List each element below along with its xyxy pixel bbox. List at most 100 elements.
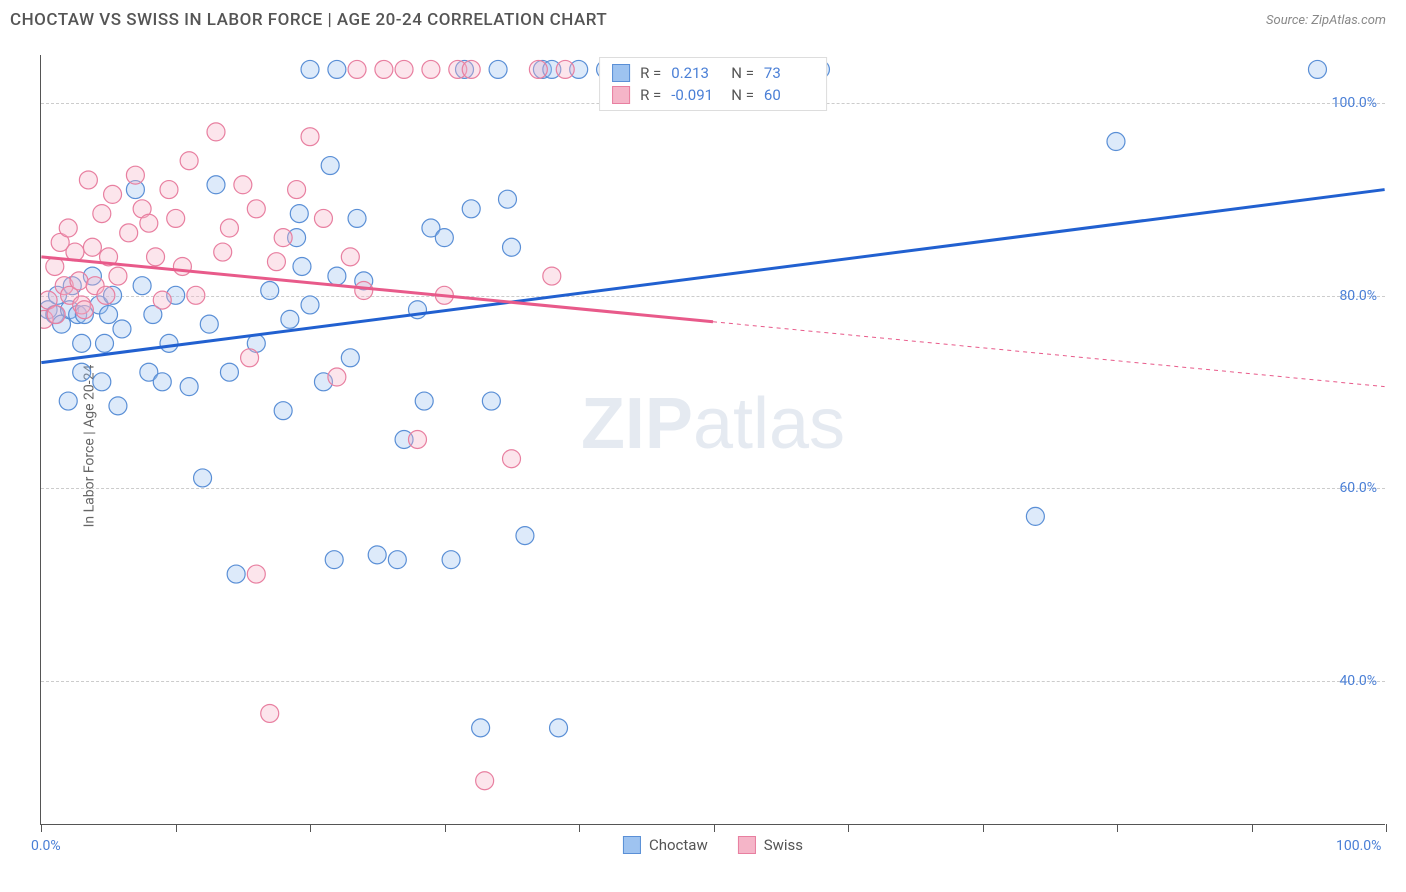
data-point <box>160 334 178 352</box>
data-point <box>529 60 547 78</box>
scatter-svg <box>41 55 1385 824</box>
r-value-swiss: -0.091 <box>671 86 721 104</box>
data-point <box>503 238 521 256</box>
data-point <box>503 450 521 468</box>
x-tick <box>1252 824 1253 832</box>
x-tick <box>848 824 849 832</box>
data-point <box>476 772 494 790</box>
data-point <box>1107 133 1125 151</box>
data-point <box>180 152 198 170</box>
data-point <box>227 565 245 583</box>
r-value-choctaw: 0.213 <box>671 64 721 82</box>
data-point <box>368 546 386 564</box>
data-point <box>498 190 516 208</box>
legend-row-swiss: R = -0.091 N = 60 <box>612 84 814 106</box>
data-point <box>241 349 259 367</box>
data-point <box>415 392 433 410</box>
data-point <box>395 60 413 78</box>
legend-label-choctaw: Choctaw <box>649 836 708 854</box>
data-point <box>550 719 568 737</box>
x-tick <box>1386 824 1387 832</box>
data-point <box>70 272 88 290</box>
data-point <box>472 719 490 737</box>
data-point <box>341 349 359 367</box>
data-point <box>321 157 339 175</box>
data-point <box>462 200 480 218</box>
data-point <box>220 219 238 237</box>
data-point <box>234 176 252 194</box>
data-point <box>207 176 225 194</box>
r-label: R = <box>640 86 661 104</box>
data-point <box>180 378 198 396</box>
data-point <box>489 60 507 78</box>
data-point <box>109 267 127 285</box>
series-legend: Choctaw Swiss <box>623 836 803 854</box>
data-point <box>301 128 319 146</box>
data-point <box>1026 507 1044 525</box>
data-point <box>348 209 366 227</box>
data-point <box>97 286 115 304</box>
n-label: N = <box>731 64 754 82</box>
source-label: Source: ZipAtlas.com <box>1266 13 1386 28</box>
data-point <box>133 277 151 295</box>
data-point <box>187 286 205 304</box>
data-point <box>96 334 114 352</box>
data-point <box>325 551 343 569</box>
data-point <box>281 310 299 328</box>
data-point <box>290 205 308 223</box>
data-point <box>314 209 332 227</box>
x-tick <box>310 824 311 832</box>
data-point <box>328 267 346 285</box>
data-point <box>207 123 225 141</box>
data-point <box>328 368 346 386</box>
data-point <box>147 248 165 266</box>
n-label: N = <box>731 86 754 104</box>
data-point <box>462 60 480 78</box>
legend-item-choctaw: Choctaw <box>623 836 708 854</box>
data-point <box>355 282 373 300</box>
n-value-swiss: 60 <box>764 86 814 104</box>
x-tick <box>445 824 446 832</box>
legend-label-swiss: Swiss <box>764 836 803 854</box>
x-tick <box>41 824 42 832</box>
data-point <box>160 181 178 199</box>
data-point <box>93 373 111 391</box>
data-point <box>194 469 212 487</box>
data-point <box>288 181 306 199</box>
legend-row-choctaw: R = 0.213 N = 73 <box>612 62 814 84</box>
data-point <box>341 248 359 266</box>
data-point <box>482 392 500 410</box>
data-point <box>328 60 346 78</box>
chart-plot-area: ZIPatlas R = 0.213 N = 73 R = -0.091 N =… <box>40 55 1385 825</box>
data-point <box>109 397 127 415</box>
data-point <box>408 431 426 449</box>
data-point <box>59 219 77 237</box>
legend-item-swiss: Swiss <box>738 836 803 854</box>
swatch-swiss-icon <box>738 836 756 854</box>
data-point <box>516 527 534 545</box>
data-point <box>73 334 91 352</box>
data-point <box>214 243 232 261</box>
data-point <box>126 166 144 184</box>
data-point <box>435 229 453 247</box>
n-value-choctaw: 73 <box>764 64 814 82</box>
chart-title: CHOCTAW VS SWISS IN LABOR FORCE | AGE 20… <box>10 10 607 30</box>
data-point <box>140 214 158 232</box>
data-point <box>543 267 561 285</box>
data-point <box>301 296 319 314</box>
data-point <box>47 306 65 324</box>
trend-line-extrapolated <box>713 322 1385 387</box>
data-point <box>348 60 366 78</box>
data-point <box>200 315 218 333</box>
data-point <box>59 392 77 410</box>
data-point <box>274 229 292 247</box>
correlation-legend: R = 0.213 N = 73 R = -0.091 N = 60 <box>599 57 827 111</box>
x-tick <box>983 824 984 832</box>
data-point <box>261 704 279 722</box>
swatch-swiss <box>612 86 630 104</box>
data-point <box>556 60 574 78</box>
data-point <box>1308 60 1326 78</box>
data-point <box>153 373 171 391</box>
data-point <box>267 253 285 271</box>
data-point <box>388 551 406 569</box>
